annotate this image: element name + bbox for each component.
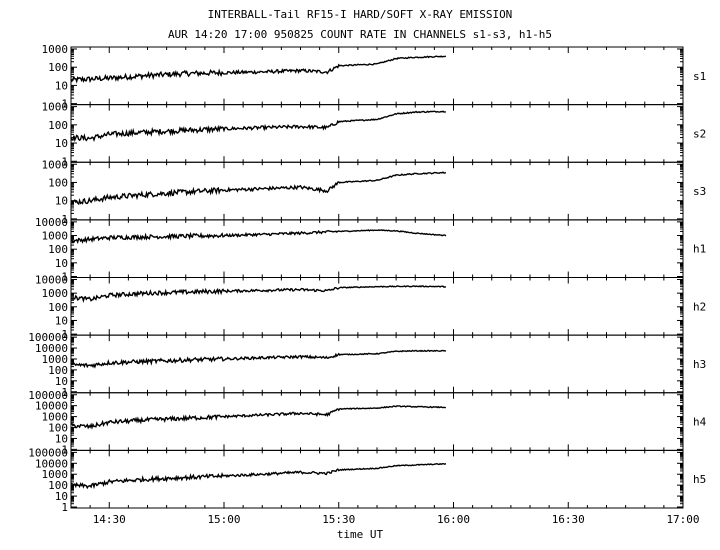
x-tick-label: 15:30 <box>322 513 355 526</box>
series-label-s1: s1 <box>693 70 706 83</box>
x-tick-label: 16:30 <box>552 513 585 526</box>
x-tick-label: 14:30 <box>93 513 126 526</box>
series-label-h1: h1 <box>693 243 706 256</box>
y-tick-label-s1: 1 <box>61 98 68 111</box>
panel-frame-h1 <box>70 219 684 278</box>
y-tick-label-s1: 10 <box>55 79 68 92</box>
series-label-h5: h5 <box>693 473 706 486</box>
y-tick-label-h3: 100000 <box>28 331 68 344</box>
panel-frame-h3 <box>70 334 684 394</box>
chart-title: INTERBALL-Tail RF15-I HARD/SOFT X-RAY EM… <box>207 8 513 21</box>
y-tick-label-h3: 10000 <box>35 342 68 355</box>
y-tick-label-h5: 100000 <box>28 446 68 459</box>
y-tick-label-h4: 10000 <box>35 400 68 413</box>
series-label-h2: h2 <box>693 300 706 313</box>
series-line-s2 <box>70 110 446 143</box>
y-tick-label-h3: 1 <box>61 386 68 399</box>
y-tick-label-h5: 100 <box>48 479 68 492</box>
series-line-h2 <box>70 285 447 304</box>
y-tick-label-h2: 10 <box>55 314 68 327</box>
y-tick-label-s2: 10 <box>55 137 68 150</box>
y-tick-label-s2: 1000 <box>42 101 69 114</box>
y-tick-label-h1: 1 <box>61 271 68 284</box>
y-tick-label-h2: 100 <box>48 301 68 314</box>
y-tick-label-h1: 1000 <box>42 230 69 243</box>
panel-frame-h4 <box>70 392 684 451</box>
y-tick-label-h5: 10 <box>55 490 68 503</box>
series-line-h1 <box>70 229 447 245</box>
y-tick-label-h4: 10 <box>55 432 68 445</box>
y-tick-label-h5: 1 <box>61 501 68 514</box>
y-tick-label-s3: 1000 <box>42 158 69 171</box>
y-tick-label-h5: 10000 <box>35 457 68 470</box>
panel-frame-s3 <box>70 161 684 221</box>
y-tick-label-s1: 1000 <box>42 43 69 56</box>
series-label-s3: s3 <box>693 185 706 198</box>
y-tick-label-h2: 1 <box>61 328 68 341</box>
x-tick-label: 16:00 <box>437 513 470 526</box>
series-line-h4 <box>70 405 446 430</box>
series-label-h4: h4 <box>693 416 707 429</box>
y-tick-label-h1: 10000 <box>35 216 68 229</box>
y-tick-label-s3: 10 <box>55 195 68 208</box>
y-tick-label-s3: 100 <box>48 176 68 189</box>
y-tick-label-h3: 1000 <box>42 353 69 366</box>
y-tick-label-h4: 100 <box>48 422 68 435</box>
y-tick-label-h4: 1 <box>61 443 68 456</box>
series-line-s3 <box>70 171 447 206</box>
series-label-s2: s2 <box>693 127 706 140</box>
y-tick-label-h2: 10000 <box>35 274 68 287</box>
series-line-h3 <box>70 349 447 369</box>
y-tick-label-s3: 1 <box>61 213 68 226</box>
x-tick-label: 15:00 <box>207 513 240 526</box>
y-tick-label-s1: 100 <box>48 61 68 74</box>
x-axis-label: time UT <box>336 528 384 541</box>
y-tick-label-h1: 10 <box>55 257 68 270</box>
y-tick-label-h3: 100 <box>48 364 68 377</box>
y-tick-label-h5: 1000 <box>42 468 69 481</box>
chart-subtitle: AUR 14:20 17:00 950825 COUNT RATE IN CHA… <box>167 28 553 41</box>
y-tick-label-h4: 100000 <box>28 389 68 402</box>
series-label-h3: h3 <box>693 358 706 371</box>
y-tick-label-h4: 1000 <box>42 411 69 424</box>
x-tick-label: 17:00 <box>666 513 699 526</box>
y-tick-label-s2: 100 <box>48 119 68 132</box>
y-tick-label-h2: 1000 <box>42 287 69 300</box>
y-tick-label-h3: 10 <box>55 375 68 388</box>
y-tick-label-h1: 100 <box>48 243 68 256</box>
series-line-s1 <box>70 55 446 84</box>
y-tick-label-s2: 1 <box>61 155 68 168</box>
series-line-h5 <box>70 462 447 490</box>
